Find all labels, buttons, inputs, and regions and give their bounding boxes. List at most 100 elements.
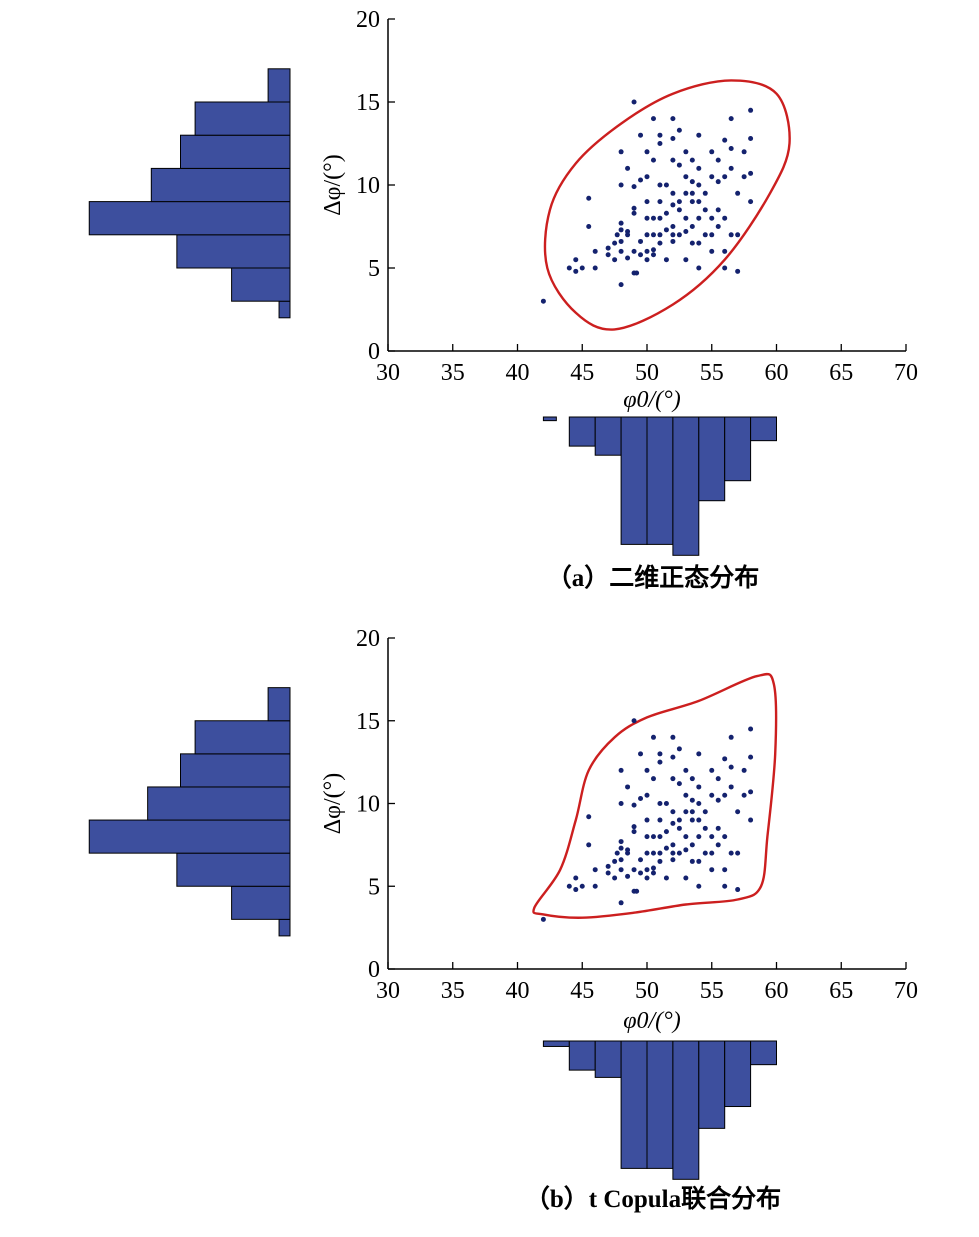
data-point [638,238,644,244]
data-point [722,834,728,840]
data-point [696,858,702,864]
data-point [605,245,611,251]
data-point [540,298,546,304]
data-point [670,809,676,815]
data-point [618,182,624,188]
data-point [696,165,702,171]
data-point [650,116,656,122]
data-point [676,825,682,831]
data-point [618,900,624,906]
data-point [676,207,682,213]
data-point [728,165,734,171]
data-point [657,182,663,188]
data-point [715,842,721,848]
data-point [676,817,682,823]
data-point [618,857,624,863]
data-point [683,174,689,180]
data-point [676,199,682,205]
data-point [634,888,640,894]
y-hist-bar [176,234,291,269]
data-point [663,875,669,881]
data-point [644,792,650,798]
data-point [670,232,676,238]
data-point [670,776,676,782]
y-tick-label: 10 [356,173,380,199]
data-point [702,207,708,213]
data-point [650,252,656,258]
data-point [650,850,656,856]
chart-panel-a: 30 35 40 45 50 55 60 65 70 0 5 10 15 20 φ0/(°) Δφ/(°) （a… [88,7,918,592]
data-point [586,814,592,820]
data-point [657,199,663,205]
data-point [670,857,676,863]
data-point [631,802,637,808]
data-point [748,789,754,795]
data-point [573,887,579,893]
data-point [638,870,644,876]
data-point [715,776,721,782]
data-point [689,157,695,163]
x-hist-bar [750,1040,777,1066]
data-point [689,224,695,229]
data-point [657,817,663,823]
data-point [631,824,637,830]
data-point [612,858,618,864]
data-point [657,132,663,138]
data-point [683,190,689,196]
data-point [618,839,624,845]
data-point [644,817,650,823]
data-point [696,801,702,806]
x-hist-bar [698,416,726,502]
data-point [748,170,754,176]
data-point [728,145,734,151]
x-hist-bar [568,416,596,447]
data-point [663,829,669,835]
data-point [670,734,676,740]
data-point [676,781,682,787]
data-point [702,850,708,856]
y-hist-bar [88,201,291,236]
data-point [663,210,669,216]
y-hist-bar [194,720,291,755]
data-point [709,232,715,238]
data-point [683,834,689,840]
data-point [696,265,702,271]
data-point [683,228,689,234]
data-point [728,784,734,790]
x-tick-label: 65 [829,978,853,1004]
data-point [728,232,734,238]
data-point [676,162,682,168]
data-point [670,136,676,142]
data-point [631,718,637,724]
data-point [657,215,663,221]
data-point [592,883,598,889]
data-point [709,867,715,873]
data-point [670,850,676,856]
y-axis-label: Δφ/(°) [320,154,346,216]
data-point [709,149,715,155]
data-point [709,850,715,856]
x-tick-label: 55 [700,360,724,386]
data-point [614,232,620,238]
data-point [618,767,624,773]
data-point [670,190,676,196]
data-point [735,268,741,274]
data-point [748,107,754,113]
x-tick-label: 40 [506,978,530,1004]
data-point [722,137,728,143]
data-point [689,842,695,848]
data-point [735,887,741,893]
data-point [638,132,644,138]
data-point [644,232,650,238]
data-point [650,734,656,740]
data-point [663,182,669,188]
data-point [748,136,754,142]
data-point [748,726,754,732]
data-point [676,232,682,238]
data-point [689,809,695,815]
panel-caption: （a）二维正态分布 [547,563,760,592]
y-hist-bar [150,167,291,203]
data-point [676,746,682,752]
data-point [689,858,695,864]
